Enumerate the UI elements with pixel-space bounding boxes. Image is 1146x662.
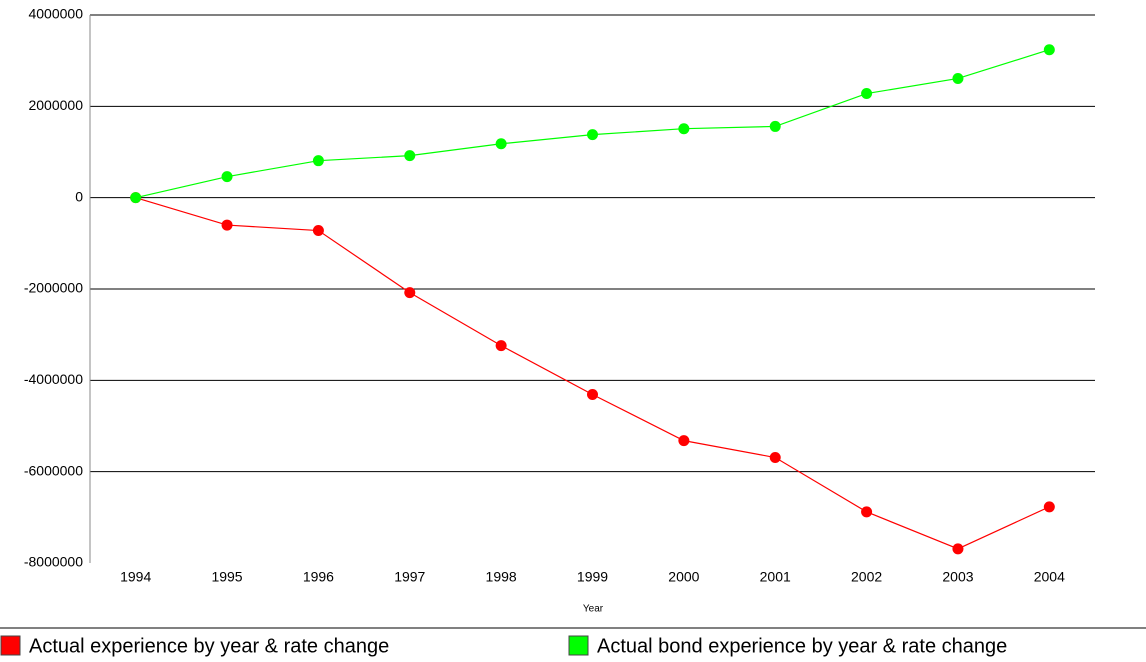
y-tick-label: 2000000 xyxy=(28,97,83,113)
data-point xyxy=(1043,501,1055,513)
data-point xyxy=(221,171,233,183)
series-line xyxy=(135,197,1050,550)
data-point xyxy=(312,225,324,237)
data-point xyxy=(769,452,781,464)
data-point xyxy=(495,340,507,352)
x-tick-label: 2004 xyxy=(1034,569,1065,585)
x-tick-label: 1998 xyxy=(486,569,517,585)
data-point xyxy=(861,506,873,518)
legend-label: Actual experience by year & rate change xyxy=(29,635,389,657)
x-tick-label: 1999 xyxy=(577,569,608,585)
x-axis-title: Year xyxy=(583,604,604,615)
x-tick-label: 2003 xyxy=(942,569,973,585)
x-tick-label: 2002 xyxy=(851,569,882,585)
series-line xyxy=(135,49,1050,199)
y-tick-label: -2000000 xyxy=(24,280,83,296)
legend-swatch xyxy=(0,635,21,656)
data-point xyxy=(769,120,781,132)
y-tick-label: -4000000 xyxy=(24,371,83,387)
data-point xyxy=(221,219,233,231)
data-point xyxy=(1043,44,1055,56)
data-point xyxy=(587,129,598,141)
data-point xyxy=(495,138,507,150)
x-tick-label: 2001 xyxy=(760,569,791,585)
data-point xyxy=(404,287,416,299)
data-point xyxy=(952,543,964,555)
y-tick-label: 0 xyxy=(75,188,83,204)
data-point xyxy=(587,388,598,400)
data-point xyxy=(861,88,873,100)
data-point xyxy=(678,435,690,447)
x-tick-label: 1995 xyxy=(211,569,242,585)
data-point xyxy=(404,150,416,162)
y-tick-label: -6000000 xyxy=(24,462,83,478)
data-point xyxy=(130,192,142,204)
legend-swatch xyxy=(568,635,589,656)
x-tick-label: 1994 xyxy=(120,569,151,585)
data-point xyxy=(678,123,690,135)
data-point xyxy=(312,155,324,167)
x-tick-label: 2000 xyxy=(668,569,699,585)
y-tick-label: 4000000 xyxy=(28,6,83,22)
x-tick-label: 1997 xyxy=(394,569,425,585)
legend-label: Actual bond experience by year & rate ch… xyxy=(597,635,1007,657)
y-tick-label: -8000000 xyxy=(24,554,83,570)
x-tick-label: 1996 xyxy=(303,569,334,585)
data-point xyxy=(952,72,964,84)
